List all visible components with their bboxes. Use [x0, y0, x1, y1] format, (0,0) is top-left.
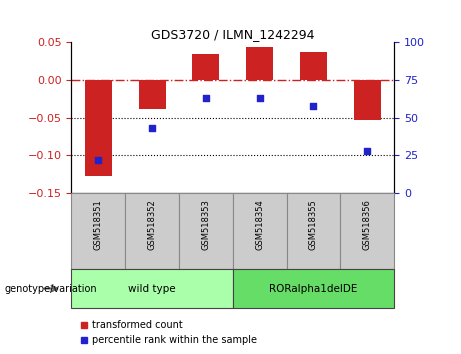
Bar [233, 269, 394, 308]
Bar [340, 193, 394, 269]
Point [256, 95, 263, 101]
Bar [193, 54, 219, 80]
Text: GSM518356: GSM518356 [363, 199, 372, 250]
Bar [85, 80, 112, 176]
Bar [139, 80, 165, 109]
Point [95, 157, 102, 163]
Point [310, 103, 317, 109]
Bar [354, 80, 381, 120]
Title: GDS3720 / ILMN_1242294: GDS3720 / ILMN_1242294 [151, 28, 314, 41]
Text: GSM518351: GSM518351 [94, 199, 103, 250]
Text: GSM518353: GSM518353 [201, 199, 210, 250]
Text: GSM518354: GSM518354 [255, 199, 264, 250]
Text: GSM518355: GSM518355 [309, 199, 318, 250]
Bar [71, 193, 125, 269]
Bar [300, 51, 327, 80]
Point [202, 95, 210, 101]
Bar [233, 193, 287, 269]
Text: wild type: wild type [128, 284, 176, 293]
Bar [71, 269, 233, 308]
Bar [179, 193, 233, 269]
Point [148, 125, 156, 131]
Text: genotype/variation: genotype/variation [5, 284, 97, 293]
Text: GSM518352: GSM518352 [148, 199, 157, 250]
Legend: transformed count, percentile rank within the sample: transformed count, percentile rank withi… [77, 316, 261, 349]
Bar [246, 47, 273, 80]
Point [364, 148, 371, 154]
Text: RORalpha1delDE: RORalpha1delDE [269, 284, 358, 293]
Bar [287, 193, 340, 269]
Bar [125, 193, 179, 269]
